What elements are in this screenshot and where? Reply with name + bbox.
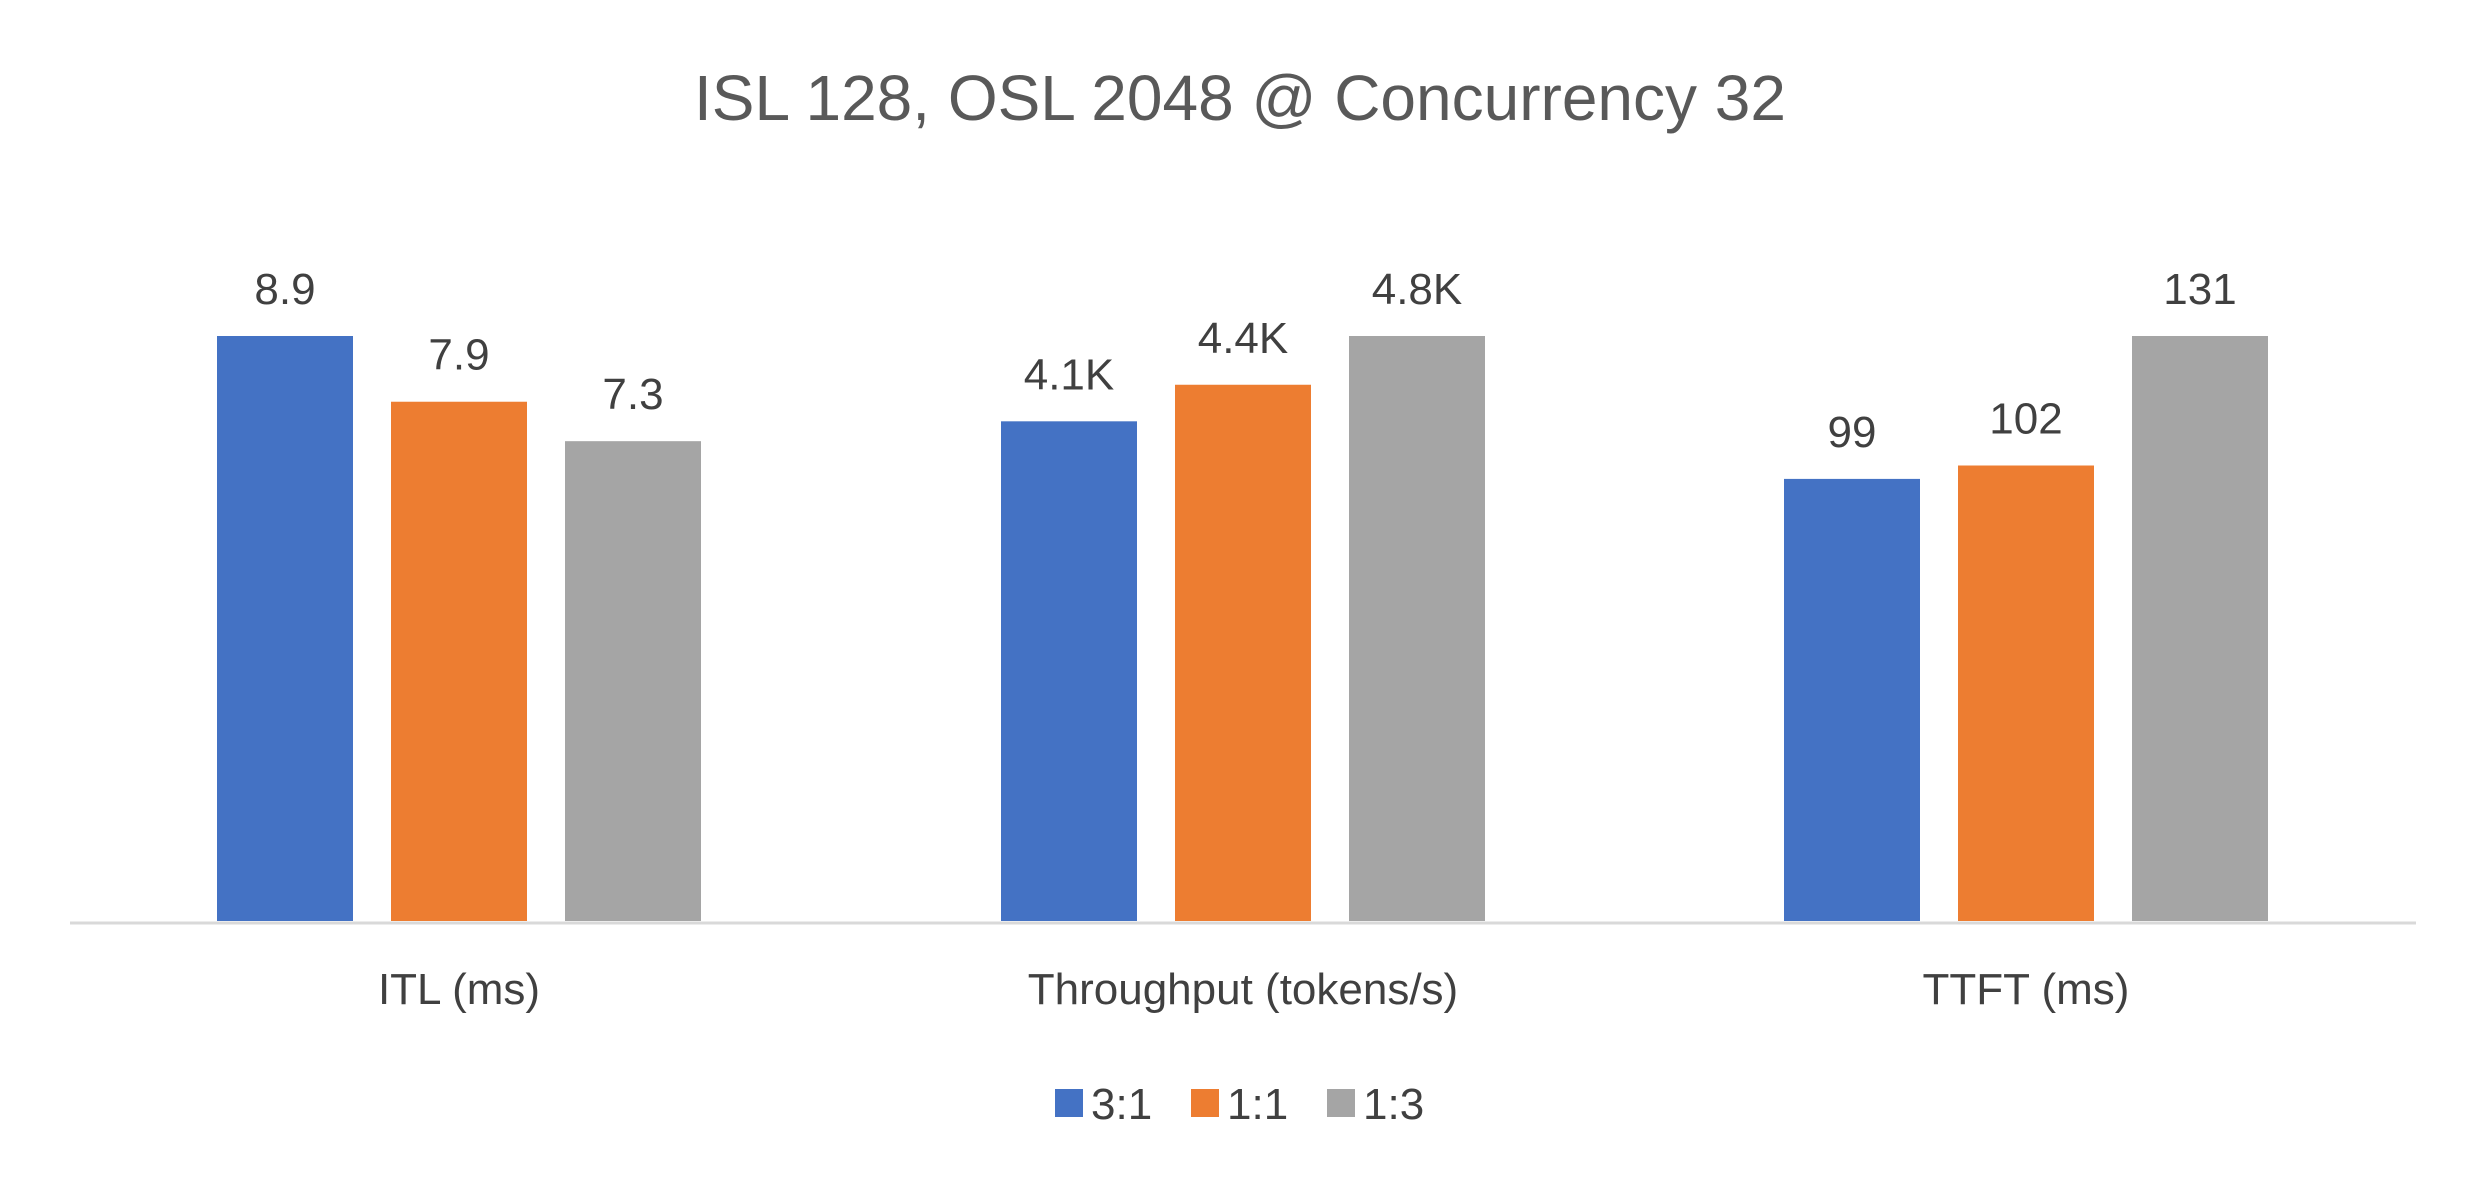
- data-label: 4.1K: [1024, 350, 1115, 399]
- value-labels-layer: 8.9 7.9 7.3 4.1K 4.4K 4.8K 99 102 131: [254, 265, 2236, 457]
- bar-1-3-1: [565, 441, 701, 921]
- legend-swatch: [1191, 1089, 1219, 1117]
- data-label: 99: [1828, 408, 1877, 457]
- legend-label: 1:1: [1227, 1080, 1288, 1129]
- category-label: Throughput (tokens/s): [1028, 965, 1458, 1014]
- bar-3-1-1: [217, 336, 353, 921]
- data-label: 8.9: [254, 265, 315, 314]
- bar-1-1-3: [1958, 465, 2094, 921]
- legend-label: 1:3: [1363, 1080, 1424, 1129]
- legend-label: 3:1: [1091, 1080, 1152, 1129]
- data-label: 7.3: [602, 370, 663, 419]
- bar-1-3-3: [2132, 336, 2268, 921]
- bar-1-1-1: [391, 401, 527, 921]
- legend-item-1-3: 1:3: [1327, 1080, 1424, 1129]
- category-labels-layer: ITL (ms) Throughput (tokens/s) TTFT (ms): [378, 965, 2130, 1014]
- bar-3-1-3: [1784, 478, 1920, 921]
- legend-swatch: [1055, 1089, 1083, 1117]
- legend-swatch: [1327, 1089, 1355, 1117]
- category-label: TTFT (ms): [1923, 965, 2130, 1014]
- legend: 3:1 1:1 1:3: [1055, 1080, 1424, 1129]
- data-label: 131: [2163, 265, 2236, 314]
- legend-item-1-1: 1:1: [1191, 1080, 1288, 1129]
- bar-1-3-2: [1349, 336, 1485, 921]
- legend-item-3-1: 3:1: [1055, 1080, 1152, 1129]
- bar-1-1-2: [1175, 384, 1311, 921]
- data-label: 102: [1989, 395, 2062, 444]
- category-label: ITL (ms): [378, 965, 540, 1014]
- data-label: 4.8K: [1372, 265, 1463, 314]
- data-label: 7.9: [428, 331, 489, 380]
- bar-3-1-2: [1001, 421, 1137, 921]
- chart-title: ISL 128, OSL 2048 @ Concurrency 32: [694, 62, 1786, 134]
- data-label: 4.4K: [1198, 314, 1289, 363]
- bars-layer: [217, 336, 2268, 921]
